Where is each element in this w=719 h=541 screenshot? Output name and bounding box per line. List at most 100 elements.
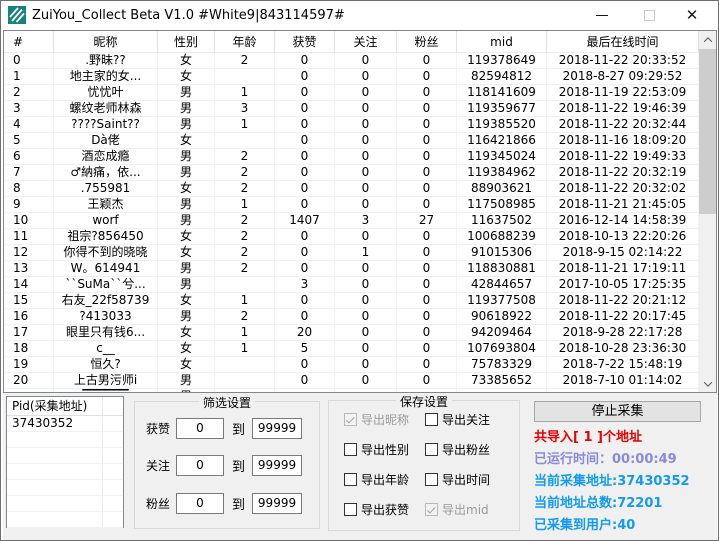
table-row[interactable]: 15 右友_22f58739 女 1 0 0 0 119377508 2018-11-22 20… [4, 293, 699, 309]
table-row[interactable]: 10 worf 男 2 1407 3 27 11637502 2016-12-14 14:58:… [4, 213, 699, 229]
table-row[interactable]: 0 .野昧?? 女 2 0 0 0 119378649 2018-11-22 20:33:52 [4, 53, 699, 69]
table-header-cell[interactable]: 年龄 [215, 31, 275, 53]
table-row[interactable]: 16 ?413033 男 2 0 0 0 90618922 2018-11-22 20:17:4… [4, 309, 699, 325]
unchecked-checkbox-icon[interactable] [425, 473, 438, 486]
title-bar[interactable]: ZuiYou_Collect Beta V1.0 #White9|8431145… [1, 1, 718, 30]
stop-collect-button[interactable]: 停止采集 [534, 401, 701, 422]
maximize-button[interactable] [632, 1, 666, 29]
table-row[interactable]: 3 螺纹老师林森男 3 0 0 0 119359677 2018-11-22 19:46:39 [4, 101, 699, 117]
likes-min-input[interactable] [176, 417, 224, 439]
pid-column-divider [102, 397, 103, 527]
table-row[interactable]: 4 ????Saint?? 男 1 0 0 0 119385520 2018-11-22 20:… [4, 117, 699, 133]
table-cell [215, 357, 275, 373]
table-row[interactable]: 19 恒久? 女 0 0 0 75783329 2018-7-22 15:48:19 [4, 357, 699, 373]
table-cell: 右友_22f58739 [54, 293, 158, 309]
table-cell: 16 [4, 309, 54, 325]
pid-list-item[interactable]: 37430352 [7, 416, 123, 432]
table-row[interactable]: 9 王颖杰男 1 0 0 0 117508985 2018-11-21 21:45:05 [4, 197, 699, 213]
table-header-cell[interactable]: 粉丝 [397, 31, 457, 53]
table-row[interactable]: 20 上古男污师i 男 0 0 0 73385652 2018-7-10 01:14:02 [4, 373, 699, 389]
unchecked-checkbox-icon[interactable] [425, 413, 438, 426]
scrollbar-thumb[interactable] [699, 49, 716, 214]
unchecked-checkbox-icon[interactable] [344, 473, 357, 486]
export-checkbox[interactable]: 导出年龄 [344, 473, 436, 487]
table-row[interactable]: 11 祖宗?856450 女 2 0 0 0 100688239 2018-10-13 22:2… [4, 229, 699, 245]
table-cell [215, 133, 275, 149]
export-checkbox[interactable]: 导出关注 [425, 413, 517, 427]
minimize-button[interactable] [585, 1, 619, 29]
table-row[interactable]: 6 酒恋成瘾男 2 0 0 0 119345024 2018-11-22 19:49:33 [4, 149, 699, 165]
table-cell: 0 [275, 69, 335, 85]
table-cell [275, 389, 335, 392]
table-cell: 27 [397, 213, 457, 229]
table-cell: 91015306 [457, 245, 547, 261]
table-header-cell[interactable]: # [4, 31, 54, 53]
table-cell: 11637502 [457, 213, 547, 229]
pid-address-list[interactable]: Pid(采集地址) 37430352 [6, 396, 124, 528]
export-checkbox[interactable]: 导出mid [425, 503, 517, 517]
table-cell: 0 [275, 53, 335, 69]
export-checkbox[interactable]: 导出获赞 [344, 503, 436, 517]
scroll-up-button[interactable] [699, 31, 716, 48]
table-cell: 94209464 [457, 325, 547, 341]
scroll-down-button[interactable] [699, 375, 716, 392]
fans-max-input[interactable] [252, 492, 303, 514]
export-checkbox[interactable]: 导出昵称 [344, 413, 436, 427]
table-cell: 2016-12-14 14:58:39 [547, 213, 699, 229]
export-checkbox[interactable]: 导出性别 [344, 443, 436, 457]
check-mark-icon [345, 414, 355, 424]
table-row[interactable]: 17 眼里只有钱6... 女 1 20 0 0 94209464 2018-9-28 22:17… [4, 325, 699, 341]
table-cell: 2018-11-21 17:19:11 [547, 261, 699, 277]
checked-checkbox-icon[interactable] [425, 503, 438, 516]
table-row[interactable]: 14 ``SuMa``兮... 男 3 0 0 42844657 2017-10-05 17:… [4, 277, 699, 293]
table-row[interactable]: 18 c__ 女 1 5 0 0 107693804 2018-10-28 23:36:30 [4, 341, 699, 357]
table-cell: 3 [275, 277, 335, 293]
table-cell: 12 [4, 245, 54, 261]
table-cell: ?413033 [54, 309, 158, 325]
table-header-cell[interactable]: mid [457, 31, 547, 53]
table-cell: 0 [397, 293, 457, 309]
unchecked-checkbox-icon[interactable] [425, 443, 438, 456]
export-checkbox[interactable]: 导出时间 [425, 473, 517, 487]
table-cell: 2 [215, 165, 275, 181]
table-row[interactable]: 12 你得不到的晓晓女 2 0 1 0 91015306 2018-9-15 02:14:22 [4, 245, 699, 261]
table-cell: 14 [4, 277, 54, 293]
table-header-cell[interactable]: 性别 [158, 31, 215, 53]
table-cell: 0 [275, 293, 335, 309]
table-cell [215, 277, 275, 293]
unchecked-checkbox-icon[interactable] [344, 503, 357, 516]
table-row[interactable]: 1 地主家的女... 女 0 0 0 82594812 2018-8-27 09:29:52 [4, 69, 699, 85]
vertical-scrollbar[interactable] [699, 31, 716, 392]
table-cell: 男 [158, 373, 215, 389]
table-cell: 眼里只有钱6... [54, 325, 158, 341]
likes-max-input[interactable] [252, 417, 303, 439]
table-row[interactable]: 13 W。614941 男 2 0 0 0 118830881 2018-11-21 17:19… [4, 261, 699, 277]
following-max-input[interactable] [252, 454, 303, 476]
unchecked-checkbox-icon[interactable] [344, 443, 357, 456]
table-row[interactable]: 8.755981 女 2 0 0 0 88903621 2018-11-22 20:32:02 [4, 181, 699, 197]
table-cell: 螺纹老师林森 [54, 101, 158, 117]
table-row[interactable]: 7 ♂納痛，依... 男 2 0 0 0 119384962 2018-11-22 20:32:… [4, 165, 699, 181]
table-header-cell[interactable]: 获赞 [275, 31, 335, 53]
table-row[interactable]: 2 忧忧叶男 1 0 0 0 118141609 2018-11-19 22:53:09 [4, 85, 699, 101]
close-button[interactable]: ✕ [675, 1, 709, 29]
table-cell: 2018-7-10 01:14:02 [547, 373, 699, 389]
table-row[interactable]: 5 Dà佬女 0 0 0 116421866 2018-11-16 18:09:20 [4, 133, 699, 149]
table-header-cell[interactable]: 昵称 [54, 31, 158, 53]
pid-list-empty-row [7, 464, 123, 480]
table-cell: 0 [335, 53, 397, 69]
users-collected-status: 已采集到用户:40 [534, 518, 636, 533]
table-header-row[interactable]: # 昵称 性别 年龄 获赞 关注 粉丝 mid 最后在线时间 [4, 31, 699, 53]
following-min-input[interactable] [176, 454, 224, 476]
export-checkbox[interactable]: 导出粉丝 [425, 443, 517, 457]
table-cell [335, 389, 397, 392]
checked-checkbox-icon[interactable] [344, 413, 357, 426]
table-header-cell[interactable]: 关注 [335, 31, 397, 53]
table-cell: 0 [397, 181, 457, 197]
table-header-cell[interactable]: 最后在线时间 [547, 31, 699, 53]
runtime-status: 已运行时间：00:00:49 [534, 452, 677, 467]
table-row[interactable]: ▔▔▔▔▔男 [4, 389, 699, 392]
table-cell: 0 [397, 197, 457, 213]
fans-min-input[interactable] [176, 492, 224, 514]
table-cell: 88903621 [457, 181, 547, 197]
